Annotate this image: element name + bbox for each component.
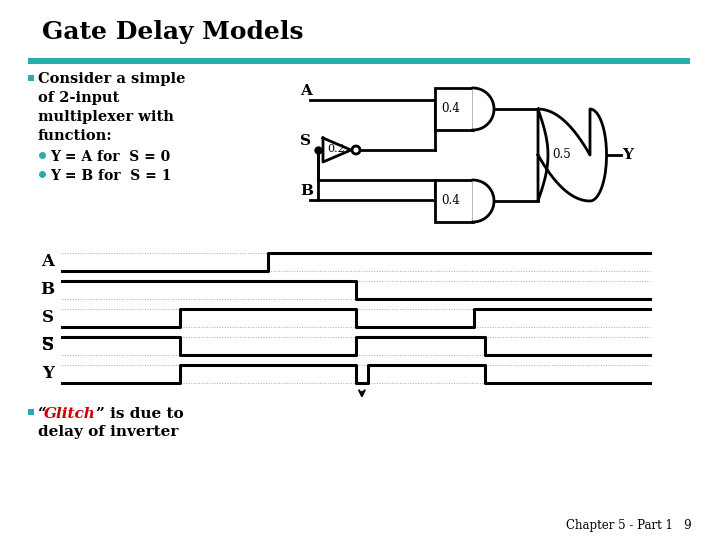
Text: function:: function: (38, 129, 113, 143)
Polygon shape (473, 88, 494, 130)
Text: Gate Delay Models: Gate Delay Models (42, 20, 304, 44)
Circle shape (352, 146, 360, 154)
Text: A: A (300, 84, 312, 98)
Bar (28, 58, 690, 64)
Text: Chapter 5 - Part 1   9: Chapter 5 - Part 1 9 (567, 519, 692, 532)
Text: Y: Y (623, 148, 634, 162)
Text: B: B (300, 184, 313, 198)
Text: S: S (42, 309, 54, 327)
Text: ” is due to: ” is due to (96, 407, 184, 421)
Text: Y = A for  S = 0: Y = A for S = 0 (50, 150, 170, 164)
Text: A: A (41, 253, 54, 271)
Polygon shape (538, 109, 606, 201)
Bar (28, 409, 34, 415)
Text: 0.2: 0.2 (327, 144, 345, 154)
Text: S: S (42, 338, 54, 354)
Polygon shape (323, 138, 351, 162)
Text: 0.5: 0.5 (552, 148, 571, 161)
Text: multiplexer with: multiplexer with (38, 110, 174, 124)
Text: 0.4: 0.4 (441, 103, 460, 116)
Text: of 2-input: of 2-input (38, 91, 120, 105)
Text: S: S (42, 338, 54, 354)
Polygon shape (473, 180, 494, 222)
Text: “: “ (38, 407, 47, 421)
Text: 0.4: 0.4 (441, 194, 460, 207)
Bar (28, 75, 34, 81)
Text: S: S (300, 134, 311, 148)
Bar (435, 180, 473, 222)
Text: Y = B for  S = 1: Y = B for S = 1 (50, 169, 171, 183)
Text: Glitch: Glitch (44, 407, 96, 421)
Text: B: B (40, 281, 54, 299)
Text: Y: Y (42, 366, 54, 382)
Bar (435, 88, 473, 130)
Text: delay of inverter: delay of inverter (38, 425, 179, 439)
Text: Consider a simple: Consider a simple (38, 72, 186, 86)
